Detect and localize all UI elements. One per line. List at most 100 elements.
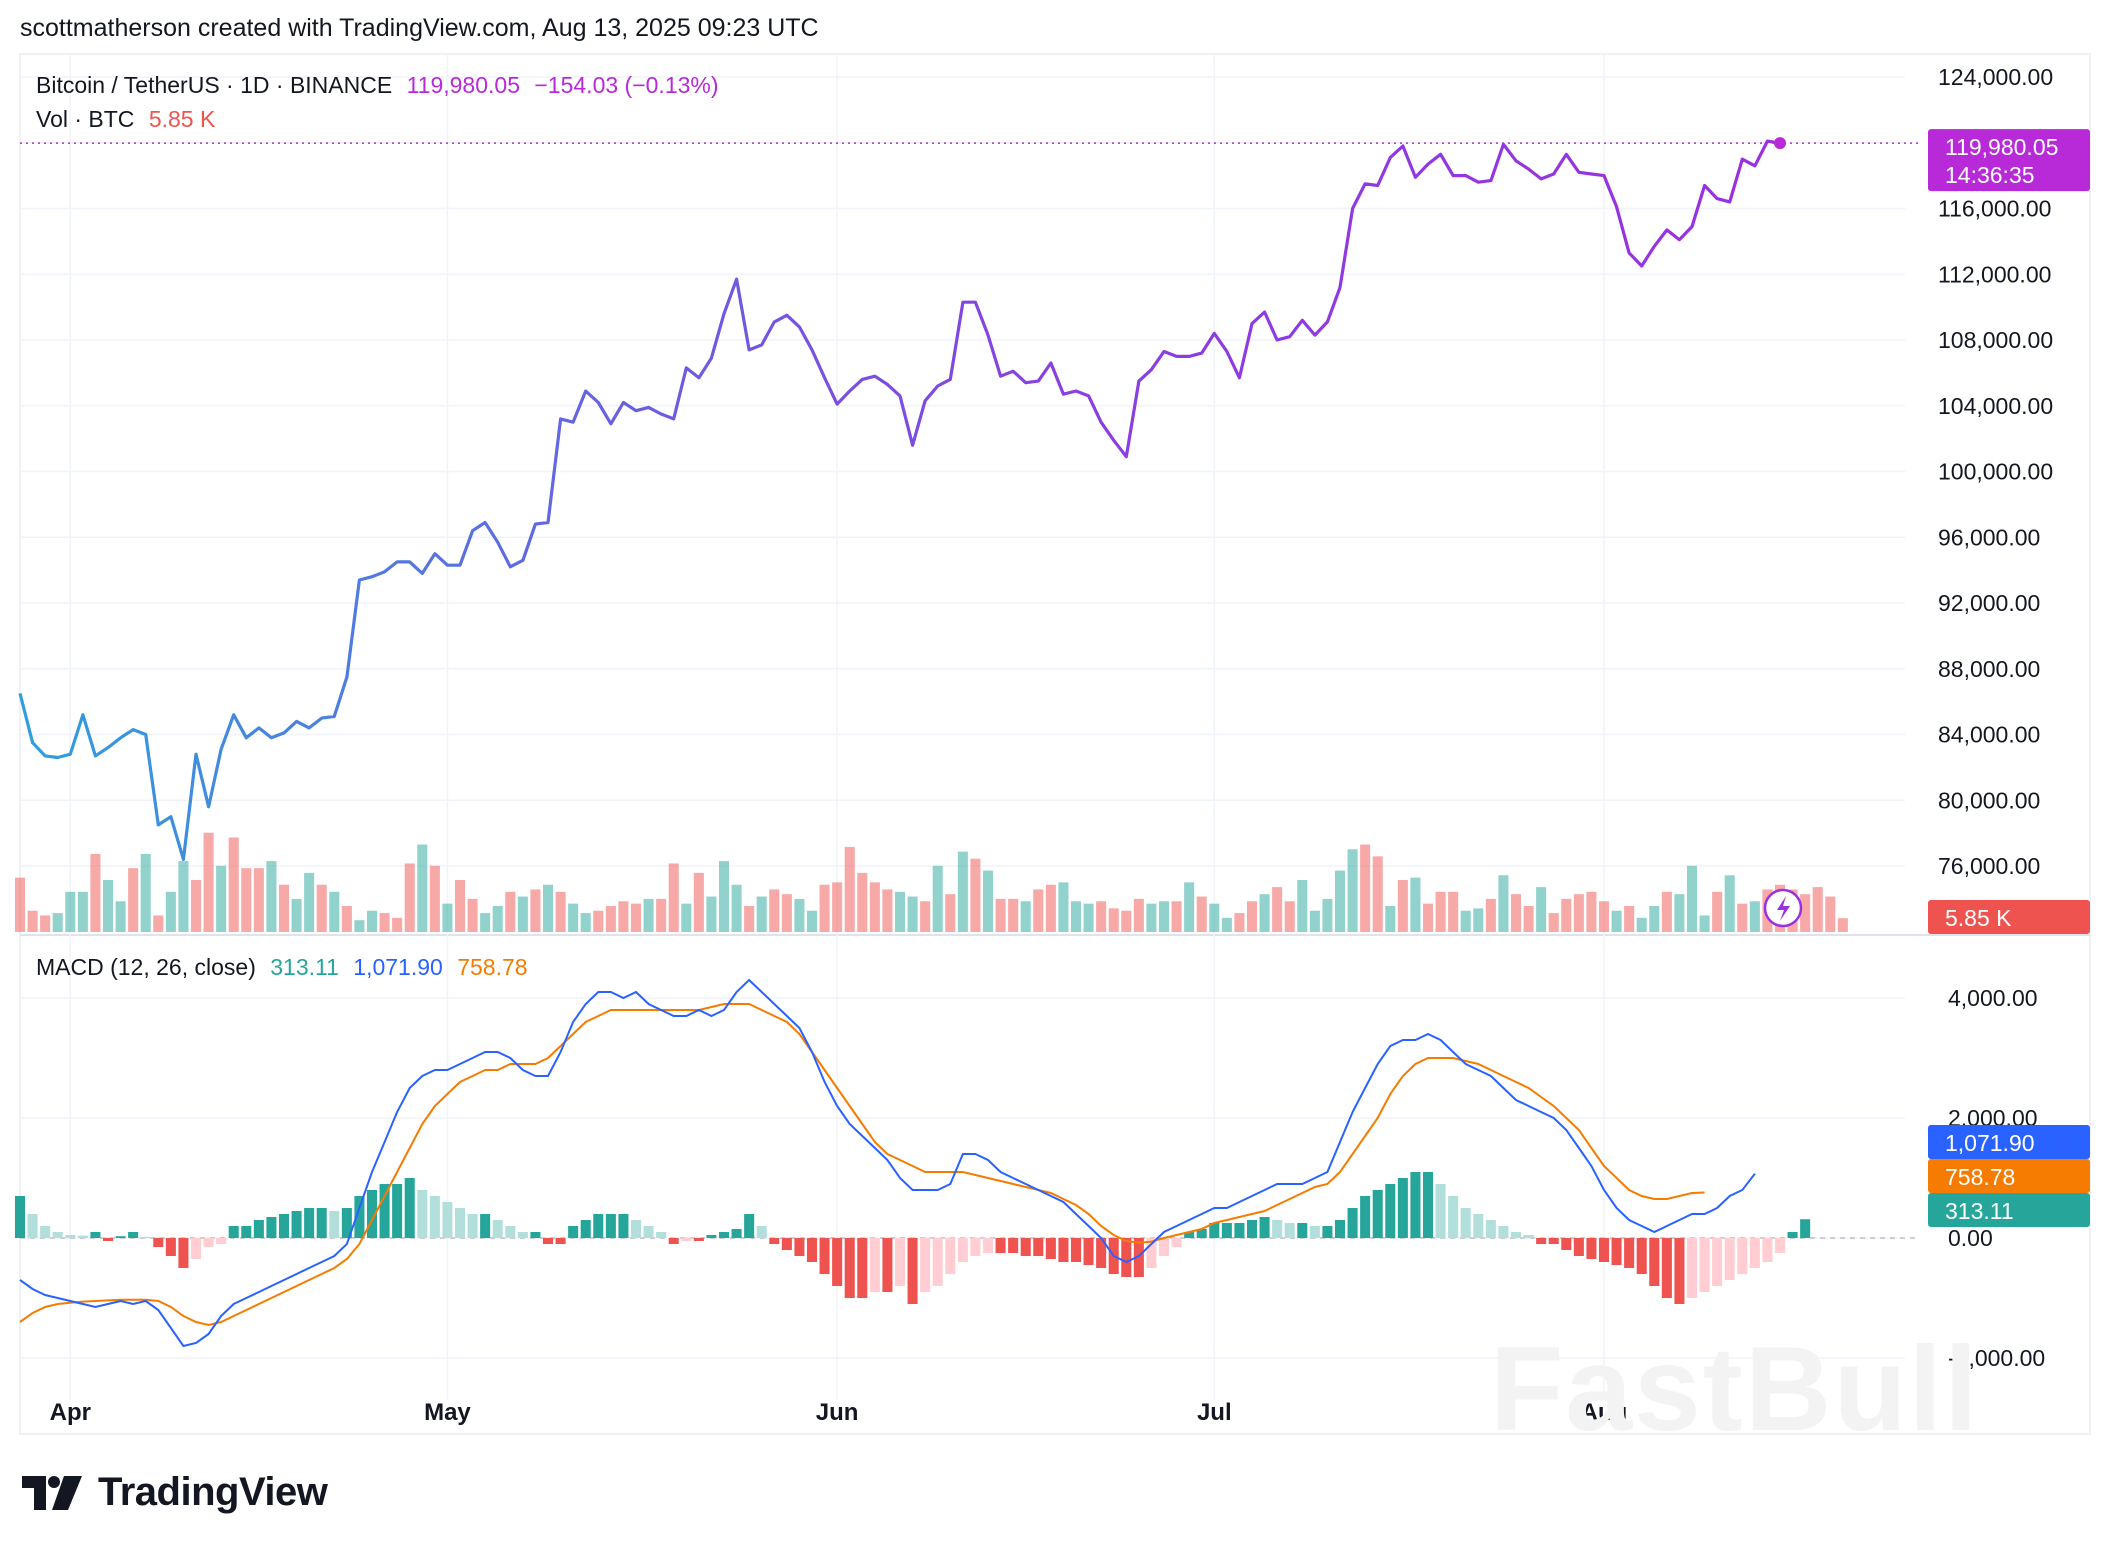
macd-histogram-bar xyxy=(1121,1238,1132,1277)
macd-histogram-bar xyxy=(530,1232,541,1238)
volume-bar xyxy=(480,913,491,932)
volume-bar xyxy=(417,844,428,932)
macd-histogram-bar xyxy=(970,1238,981,1256)
macd-histogram-bar xyxy=(1221,1223,1232,1238)
volume-bar xyxy=(542,884,554,932)
volume-bar xyxy=(1033,889,1044,932)
volume-bar xyxy=(1246,901,1258,932)
volume-bar xyxy=(1586,891,1597,932)
volume-bar xyxy=(970,858,981,932)
macd-histogram-bar xyxy=(304,1208,315,1238)
histogram-badge-bg xyxy=(1928,1193,2090,1227)
tradingview-logo[interactable]: TradingView xyxy=(22,1470,328,1515)
volume-bar xyxy=(995,898,1006,932)
volume-bar xyxy=(505,891,516,932)
macd-histogram-bar xyxy=(568,1226,579,1238)
macd-histogram-bar xyxy=(1586,1238,1597,1259)
volume-bar xyxy=(1749,901,1760,932)
macd-histogram-bar xyxy=(1397,1178,1408,1238)
symbol-legend: Bitcoin / TetherUS · 1D · BINANCE 119,98… xyxy=(36,72,727,99)
macd-histogram-bar xyxy=(920,1238,931,1292)
volume-bars xyxy=(14,832,1848,932)
volume-bar xyxy=(668,863,679,932)
macd-histogram-bar xyxy=(744,1214,755,1238)
macd-histogram-bar xyxy=(341,1208,352,1238)
macd-histogram-bar xyxy=(1774,1238,1786,1253)
macd-histogram-bar xyxy=(1636,1238,1647,1274)
volume-bar xyxy=(1837,918,1848,932)
volume-bar xyxy=(517,896,528,932)
macd-histogram-bar xyxy=(1762,1238,1773,1262)
volume-bar xyxy=(605,906,616,932)
volume-bar xyxy=(404,863,415,932)
signal-badge-text: 758.78 xyxy=(1945,1164,2015,1190)
volume-bar xyxy=(643,898,654,932)
macd-histogram-bar xyxy=(404,1178,415,1238)
macd-histogram-bar xyxy=(1435,1184,1446,1238)
price-tick-label: 80,000.00 xyxy=(1938,787,2040,813)
macd-histogram-bar xyxy=(454,1208,466,1238)
volume-badge: 5.85 K xyxy=(1928,900,2090,934)
volume-bar xyxy=(794,898,805,932)
volume-bar xyxy=(1297,880,1308,932)
time-tick-label: Jul xyxy=(1197,1399,1232,1426)
volume-bar xyxy=(706,896,717,932)
volume-bar xyxy=(1259,894,1270,932)
volume-bar xyxy=(1573,894,1584,932)
volume-bar xyxy=(769,889,780,932)
volume-bar xyxy=(278,884,290,932)
volume-bar xyxy=(1008,898,1019,932)
macd-histogram-bar xyxy=(1020,1238,1031,1256)
macd-histogram-bar xyxy=(1611,1238,1622,1265)
price-tick-label: 108,000.00 xyxy=(1938,327,2053,353)
macd-histogram-bar xyxy=(115,1236,126,1238)
volume-bar xyxy=(228,837,239,932)
volume-bar xyxy=(1020,901,1031,932)
volume-bar xyxy=(1498,875,1509,932)
macd-histogram-bar xyxy=(379,1184,390,1238)
volume-bar xyxy=(1473,908,1484,932)
macd-histogram-bar xyxy=(1385,1184,1396,1238)
macd-histogram-bar xyxy=(1598,1238,1610,1262)
tradingview-brand: TradingView xyxy=(98,1470,328,1514)
macd-histogram-bar xyxy=(316,1208,327,1238)
volume-bar xyxy=(266,861,277,932)
volume-bar xyxy=(329,891,340,932)
volume-bar xyxy=(1435,891,1446,932)
chart-caption: scottmatherson created with TradingView.… xyxy=(20,14,819,42)
macd-histogram-bar xyxy=(52,1232,63,1238)
macd-line-value: 1,071.90 xyxy=(353,954,443,980)
macd-histogram-bar xyxy=(1699,1238,1710,1292)
macd-histogram-bar xyxy=(216,1238,227,1244)
volume-bar xyxy=(1171,901,1182,932)
macd-histogram-bar xyxy=(769,1238,780,1244)
volume-bar xyxy=(806,910,818,932)
macd-histogram-bar xyxy=(1536,1238,1547,1244)
volume-bar xyxy=(241,868,252,932)
volume-bar xyxy=(731,884,742,932)
macd-histogram-bar xyxy=(1712,1238,1723,1286)
price-line xyxy=(18,137,1920,928)
signal-badge-bg xyxy=(1928,1159,2090,1193)
macd-histogram-bar xyxy=(844,1238,855,1298)
macd-histogram-bar xyxy=(756,1226,767,1238)
volume-bar xyxy=(140,854,151,932)
volume-bar xyxy=(530,889,541,932)
macd-histogram-bar xyxy=(643,1226,654,1238)
price-series-line xyxy=(18,139,1781,862)
macd-histogram-bar xyxy=(593,1214,604,1238)
volume-bar xyxy=(467,898,478,932)
histogram-badge: 313.11 xyxy=(1928,1193,2090,1227)
macd-histogram-bar xyxy=(429,1196,440,1238)
volume-bar xyxy=(920,901,931,932)
price-badge-text: 119,980.05 xyxy=(1945,134,2058,160)
price-tick-label: 96,000.00 xyxy=(1938,524,2040,550)
volume-bar xyxy=(90,854,101,932)
price-tick-label: 76,000.00 xyxy=(1938,853,2040,879)
macd-histogram-bar xyxy=(794,1238,805,1256)
volume-bar xyxy=(1360,844,1371,932)
volume-bar xyxy=(1523,906,1534,932)
macd-histogram-bar xyxy=(480,1214,491,1238)
